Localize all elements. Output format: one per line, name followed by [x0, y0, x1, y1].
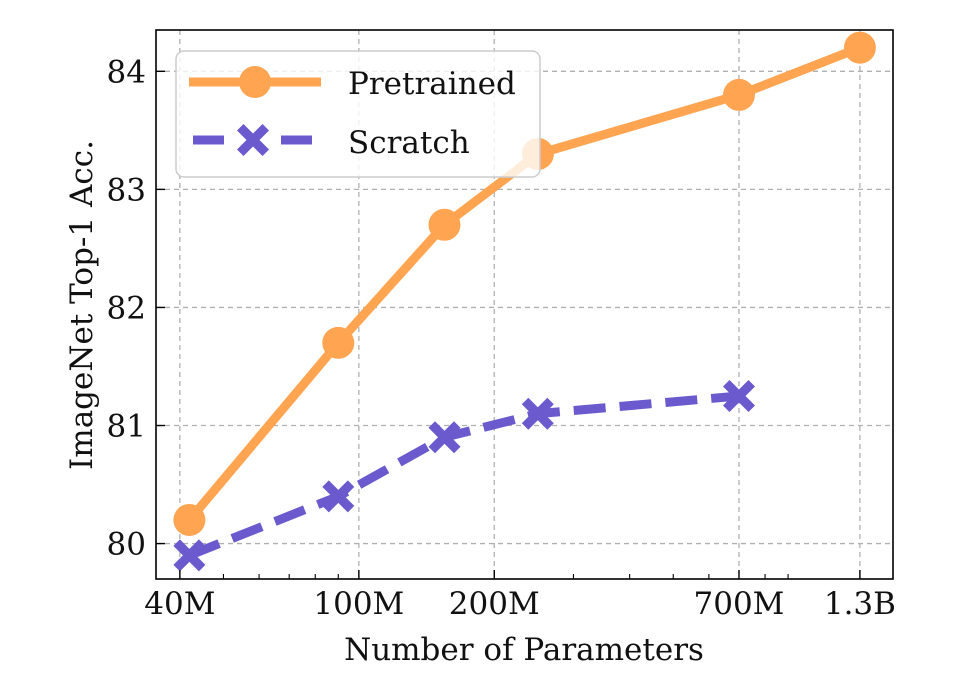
legend-label-scratch: Scratch	[348, 125, 470, 161]
x-tick-label: 100M	[313, 586, 404, 622]
x-tick-label: 200M	[449, 586, 540, 622]
data-point-pretrained	[722, 78, 755, 111]
series-line-pretrained	[185, 43, 862, 523]
y-tick-label: 83	[107, 172, 146, 208]
y-tick-label: 82	[107, 290, 146, 326]
legend-label-pretrained: Pretrained	[348, 66, 516, 102]
x-tick-label: 700M	[694, 586, 785, 622]
legend-marker-circle-icon	[239, 66, 271, 98]
data-point-scratch	[521, 397, 554, 430]
x-axis-label: Number of Parameters	[344, 632, 704, 668]
legend-marker-x-icon	[237, 124, 269, 156]
y-tick-label: 84	[107, 54, 146, 90]
data-point-pretrained	[173, 503, 206, 536]
data-point-scratch	[173, 539, 206, 572]
x-tick-label: 1.3B	[824, 586, 896, 622]
y-tick-label: 80	[107, 527, 146, 563]
y-axis-label: ImageNet Top-1 Acc.	[64, 140, 100, 470]
data-point-pretrained	[322, 326, 355, 359]
data-point-pretrained	[843, 31, 876, 64]
grid	[156, 30, 893, 579]
y-tick-label: 81	[107, 409, 146, 445]
legend-item-scratch: Scratch	[193, 124, 470, 161]
data-point-scratch	[322, 480, 355, 513]
data-point-scratch	[723, 380, 755, 412]
axes-frame	[155, 29, 894, 580]
data-point-pretrained	[428, 208, 461, 241]
ticks: 40M 100M 200M 700M 1.3B 80 81 82 83 84	[107, 54, 896, 622]
legend-item-pretrained: Pretrained	[189, 66, 516, 102]
legend: Pretrained Scratch	[175, 50, 541, 178]
data-point-scratch	[428, 421, 461, 454]
x-tick-label: 40M	[144, 586, 215, 622]
